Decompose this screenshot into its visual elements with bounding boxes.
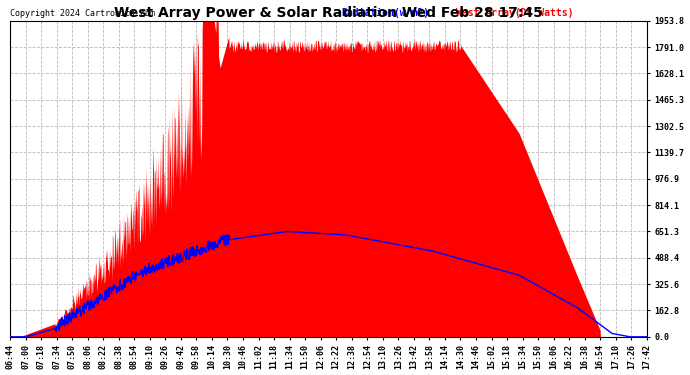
Text: Radiation(w/m2): Radiation(w/m2) (341, 8, 429, 18)
Title: West Array Power & Solar Radiation Wed Feb 28 17:45: West Array Power & Solar Radiation Wed F… (114, 6, 543, 20)
Text: Copyright 2024 Cartronics.com: Copyright 2024 Cartronics.com (10, 9, 155, 18)
Text: West Array(DC Watts): West Array(DC Watts) (456, 8, 573, 18)
